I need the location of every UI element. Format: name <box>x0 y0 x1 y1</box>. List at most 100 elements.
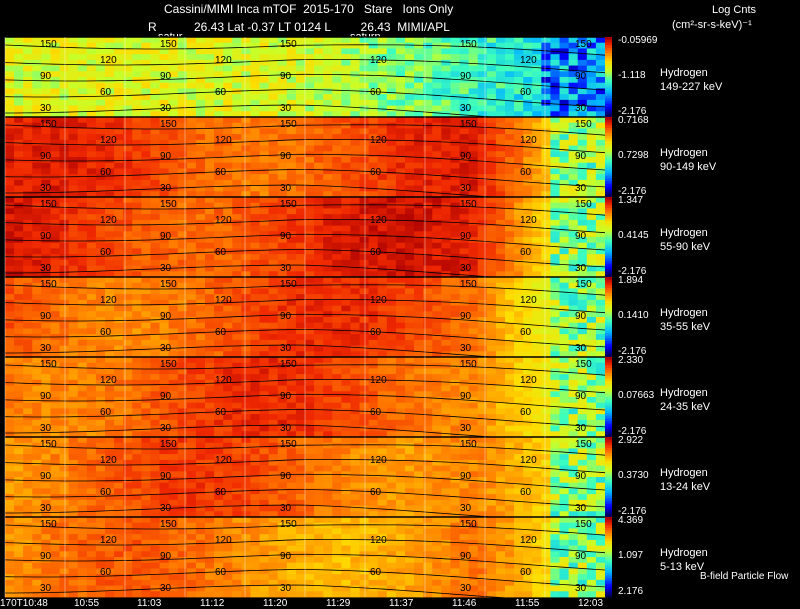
heatmap-cell <box>423 351 433 358</box>
heatmap-cell <box>259 174 270 181</box>
heatmap-cell <box>368 48 379 55</box>
heatmap-cell <box>414 339 424 346</box>
colorbar-segment <box>605 298 612 302</box>
heatmap-cell <box>41 459 51 466</box>
heatmap-cell <box>150 294 160 301</box>
heatmap-cell <box>114 391 124 398</box>
heatmap-cell <box>595 202 606 209</box>
heatmap-cell <box>523 379 533 386</box>
heatmap-cell <box>332 214 342 221</box>
heatmap-cell <box>259 99 270 106</box>
heatmap-cell <box>477 351 488 358</box>
heatmap-cell <box>495 219 506 226</box>
heatmap-cell <box>395 111 406 118</box>
heatmap-cell <box>95 208 106 215</box>
heatmap-cell <box>559 134 570 141</box>
heatmap-cell <box>495 425 506 432</box>
heatmap-cell <box>41 139 51 146</box>
heatmap-cell <box>332 282 342 289</box>
heatmap-cell <box>568 242 579 249</box>
heatmap-cell <box>195 191 206 198</box>
colorbar-segment <box>605 405 612 408</box>
heatmap-cell <box>141 294 151 301</box>
heatmap-cell <box>423 94 433 101</box>
heatmap-cell <box>477 322 488 329</box>
colorbar-segment <box>605 69 612 72</box>
heatmap-cell <box>114 397 124 404</box>
heatmap-cell <box>132 71 142 78</box>
heatmap-cell <box>95 248 106 255</box>
heatmap-cell <box>386 414 397 421</box>
heatmap-cell <box>514 88 524 95</box>
heatmap-cell <box>159 294 170 301</box>
heatmap-cell <box>459 305 470 312</box>
heatmap-cell <box>223 65 233 72</box>
heatmap-cell <box>195 419 206 426</box>
heatmap-cell <box>186 111 197 118</box>
heatmap-cell <box>241 59 251 66</box>
heatmap-cell <box>105 185 115 192</box>
heatmap-cell <box>177 37 188 44</box>
heatmap-cell <box>441 379 451 386</box>
heatmap-cell <box>432 225 442 232</box>
heatmap-cell <box>514 214 524 221</box>
heatmap-cell <box>77 71 88 78</box>
heatmap-cell <box>295 317 306 324</box>
heatmap-cell <box>559 37 570 44</box>
heatmap-cell <box>450 237 460 244</box>
heatmap-cell <box>205 88 215 95</box>
heatmap-cell <box>459 37 470 44</box>
heatmap-cell <box>77 357 88 364</box>
heatmap-cell <box>586 345 597 352</box>
heatmap-cell <box>14 179 24 186</box>
heatmap-cell <box>5 408 15 415</box>
heatmap-cell <box>86 77 97 84</box>
heatmap-cell <box>577 345 588 352</box>
heatmap-cell <box>23 299 33 306</box>
heatmap-cell <box>168 105 179 112</box>
heatmap-cell <box>95 214 106 221</box>
heatmap-cell <box>168 328 179 335</box>
heatmap-cell <box>286 145 297 152</box>
heatmap-cell <box>495 202 506 209</box>
heatmap-cell <box>368 259 379 266</box>
heatmap-cell <box>168 277 179 284</box>
heatmap-cell <box>232 317 242 324</box>
heatmap-cell <box>77 499 88 506</box>
heatmap-cell <box>332 368 342 375</box>
heatmap-cell <box>123 54 133 61</box>
heatmap-cell <box>114 168 124 175</box>
heatmap-cell <box>50 459 60 466</box>
heatmap-cell <box>41 345 51 352</box>
heatmap-cell <box>559 174 570 181</box>
heatmap-cell <box>77 111 88 118</box>
heatmap-cell <box>223 334 233 341</box>
heatmap-cell <box>268 111 279 118</box>
heatmap-cell <box>441 185 451 192</box>
heatmap-cell <box>214 311 224 318</box>
heatmap-cell <box>568 431 579 438</box>
heatmap-cell <box>559 122 570 129</box>
heatmap-cell <box>495 151 506 158</box>
heatmap-cell <box>514 162 524 169</box>
heatmap-cell <box>314 339 324 346</box>
heatmap-cell <box>577 139 588 146</box>
heatmap-cell <box>532 71 542 78</box>
heatmap-cell <box>86 357 97 364</box>
heatmap-cell <box>141 408 151 415</box>
heatmap-cell <box>250 77 260 84</box>
heatmap-cell <box>332 179 342 186</box>
heatmap-cell <box>32 488 42 495</box>
heatmap-cell <box>314 397 324 404</box>
heatmap-cell <box>123 225 133 232</box>
heatmap-cell <box>523 397 533 404</box>
heatmap-cell <box>41 505 51 512</box>
heatmap-cell <box>68 311 79 318</box>
heatmap-cell <box>168 397 179 404</box>
heatmap-cell <box>450 88 460 95</box>
heatmap-cell <box>441 71 451 78</box>
heatmap-cell <box>168 311 179 318</box>
colorbar-segment <box>605 349 612 352</box>
heatmap-cell <box>368 271 379 278</box>
heatmap-cell <box>468 37 479 44</box>
